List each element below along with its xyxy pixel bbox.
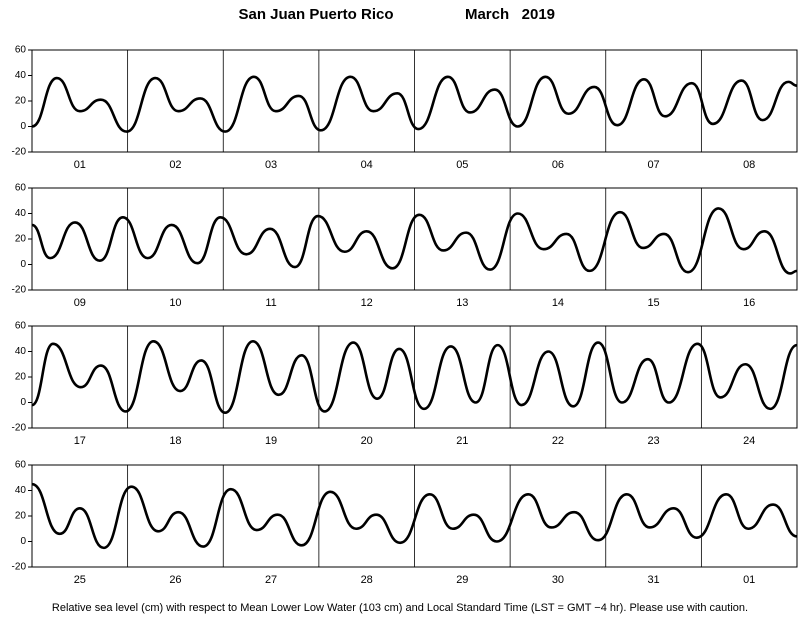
y-tick-label: -20 <box>12 562 27 573</box>
footnote: Relative sea level (cm) with respect to … <box>52 602 748 614</box>
chart-subtitle: March 2019 <box>465 6 555 23</box>
chart-title: San Juan Puerto Rico <box>238 6 393 23</box>
x-tick-label: 10 <box>169 297 181 309</box>
x-tick-label: 06 <box>552 159 564 171</box>
x-tick-label: 12 <box>361 297 373 309</box>
tide-line <box>31 339 798 415</box>
x-tick-label: 11 <box>265 297 276 309</box>
y-tick-label: 20 <box>15 372 27 383</box>
x-tick-label: 24 <box>743 435 755 447</box>
x-tick-label: 07 <box>647 159 659 171</box>
x-tick-label: 02 <box>169 159 181 171</box>
y-tick-label: 0 <box>20 397 26 408</box>
x-tick-label: 08 <box>743 159 755 171</box>
x-tick-label: 26 <box>169 574 181 586</box>
x-tick-label: 01 <box>74 159 86 171</box>
x-tick-label: 18 <box>169 435 181 447</box>
x-tick-label: 31 <box>647 574 659 586</box>
y-tick-label: -20 <box>12 423 27 434</box>
y-tick-label: 0 <box>20 121 26 132</box>
x-tick-label: 03 <box>265 159 277 171</box>
x-tick-label: 19 <box>265 435 277 447</box>
x-tick-label: 21 <box>456 435 468 447</box>
x-tick-label: 14 <box>552 297 564 309</box>
x-tick-label: 16 <box>743 297 755 309</box>
y-tick-label: 20 <box>15 511 27 522</box>
y-tick-label: 20 <box>15 234 27 245</box>
x-tick-label: 20 <box>361 435 373 447</box>
x-tick-label: 04 <box>361 159 373 171</box>
y-tick-label: 60 <box>15 321 27 332</box>
y-tick-label: 60 <box>15 460 27 471</box>
x-tick-label: 13 <box>456 297 468 309</box>
tide-line <box>31 207 798 275</box>
x-tick-label: 27 <box>265 574 277 586</box>
x-tick-label: 28 <box>361 574 373 586</box>
y-tick-label: 40 <box>15 346 27 357</box>
y-tick-label: 60 <box>15 183 27 194</box>
y-tick-label: 40 <box>15 485 27 496</box>
y-tick-label: 40 <box>15 208 27 219</box>
x-tick-label: 22 <box>552 435 564 447</box>
y-tick-label: 40 <box>15 70 27 81</box>
y-tick-label: -20 <box>12 147 27 158</box>
x-tick-label: 15 <box>647 297 659 309</box>
tide-line <box>31 75 798 133</box>
y-tick-label: 60 <box>15 45 27 56</box>
x-tick-label: 17 <box>74 435 86 447</box>
x-tick-label: 25 <box>74 574 86 586</box>
x-tick-label: 01 <box>743 574 755 586</box>
x-tick-label: 09 <box>74 297 86 309</box>
x-tick-label: 30 <box>552 574 564 586</box>
tide-line <box>31 482 798 550</box>
x-tick-label: 05 <box>456 159 468 171</box>
y-tick-label: 0 <box>20 259 26 270</box>
y-tick-label: 0 <box>20 536 26 547</box>
x-tick-label: 23 <box>647 435 659 447</box>
x-tick-label: 29 <box>456 574 468 586</box>
y-tick-label: -20 <box>12 285 27 296</box>
y-tick-label: 20 <box>15 96 27 107</box>
